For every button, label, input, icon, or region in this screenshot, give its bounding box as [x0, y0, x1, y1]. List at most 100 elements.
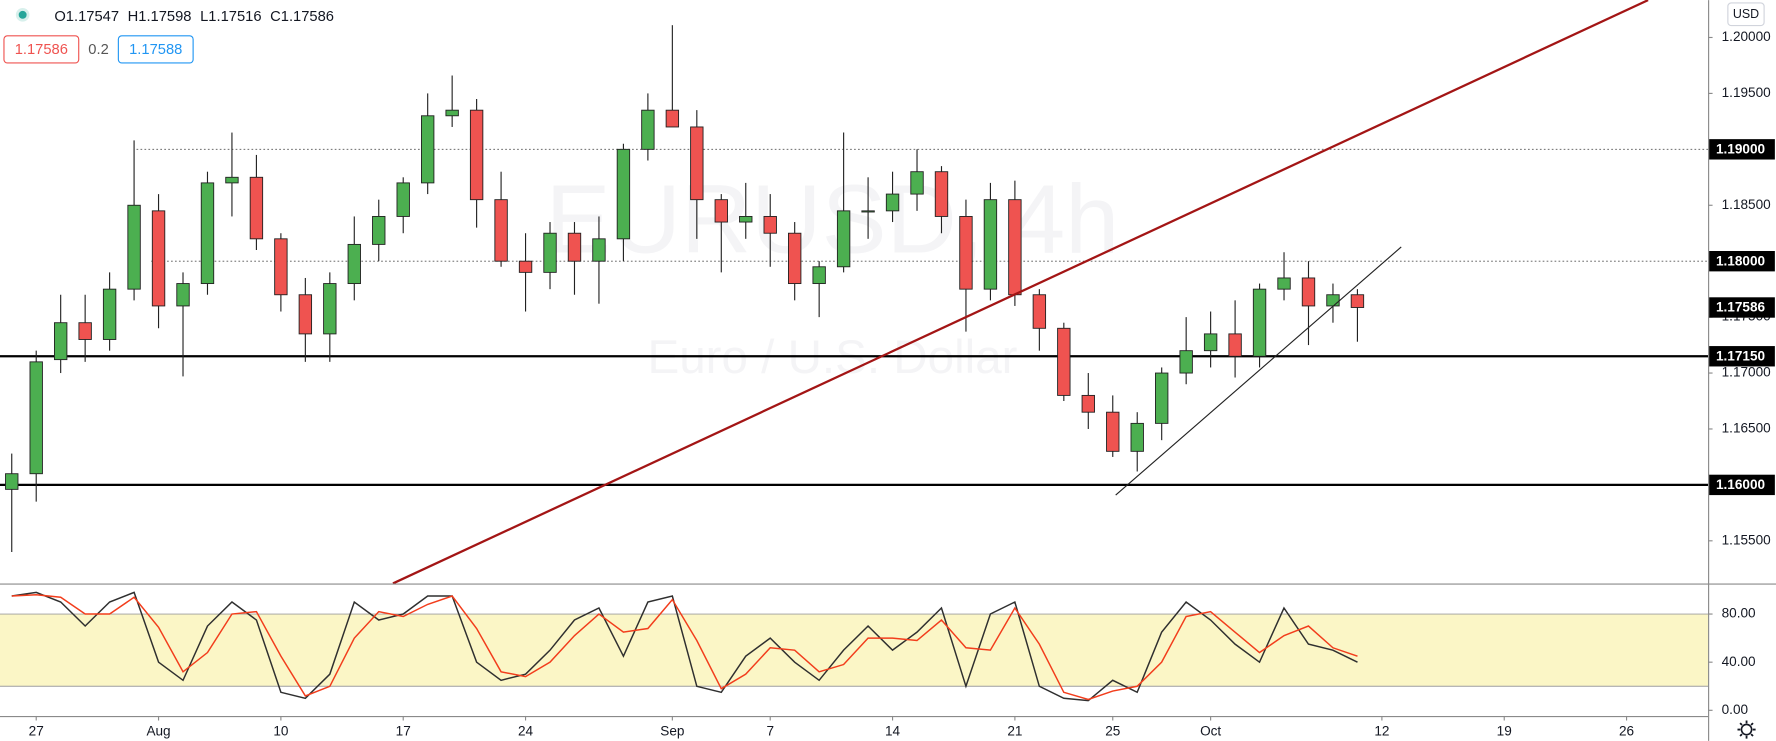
ohlc-high: H1.17598: [128, 9, 192, 25]
candle-body: [983, 199, 998, 290]
gear-ring[interactable]: [1740, 723, 1753, 736]
candle-body: [763, 215, 777, 234]
watermark-symbol: EURUSD, 4h: [546, 164, 1120, 273]
buy-box[interactable]: [117, 35, 194, 64]
stoch-line: [11, 594, 1358, 701]
trendline: [1115, 246, 1402, 496]
level-label: 1.18000: [1716, 253, 1765, 268]
x-tick-label: 14: [885, 723, 901, 738]
candle-body: [421, 115, 435, 184]
settings-icon[interactable]: [1737, 720, 1756, 739]
y-tick-label: 1.20000: [1722, 29, 1772, 44]
trendline: [392, 0, 1649, 585]
candle-body: [1179, 350, 1193, 374]
x-tick-label: 19: [1497, 723, 1512, 738]
x-tick-label: Sep: [660, 723, 684, 738]
last-price-box: [1709, 297, 1775, 318]
x-tick-label: Aug: [146, 723, 170, 738]
currency-box[interactable]: [1727, 2, 1765, 27]
ohlc-legend: O1.17547 H1.17598 L1.17516 C1.17586: [54, 9, 334, 25]
y-tick-label: 1.15500: [1722, 532, 1772, 547]
candle-body: [1228, 333, 1242, 357]
sell-price[interactable]: 1.17586: [15, 42, 68, 58]
ohlc-open: O1.17547: [54, 9, 119, 25]
candle-body: [347, 243, 361, 285]
candle-body: [176, 283, 190, 307]
candle-body: [592, 238, 606, 262]
candle-body: [714, 199, 728, 223]
candle-body: [494, 199, 508, 262]
currency-control[interactable]: USD: [1727, 2, 1765, 27]
candle-body: [959, 215, 973, 290]
plot-area: [0, 0, 1709, 702]
candle-body: [372, 215, 386, 245]
candle-body: [910, 171, 924, 195]
currency-label[interactable]: USD: [1733, 7, 1759, 21]
candle-body: [543, 232, 557, 273]
candle-body: [1032, 294, 1047, 329]
y-tick-label: 1.16500: [1722, 421, 1772, 436]
stoch-band: [0, 614, 1709, 687]
candle-body: [1301, 277, 1316, 307]
candle-body: [53, 322, 68, 361]
stoch-line: [11, 591, 1358, 702]
candle-body: [274, 238, 288, 296]
candle-body: [151, 210, 166, 307]
candle-body: [665, 109, 680, 128]
level-label: 1.19000: [1716, 141, 1765, 156]
candle-body: [861, 210, 875, 213]
header: O1.17547 H1.17598 L1.17516 C1.17586 1.17…: [3, 8, 334, 64]
candle-body: [739, 215, 753, 223]
stoch-y-tick-label: 80.00: [1722, 606, 1756, 621]
last-price-label: 1.17586: [1716, 300, 1766, 315]
candle-body: [127, 204, 141, 290]
candle-body: [616, 148, 631, 240]
sell-box[interactable]: [3, 35, 80, 64]
candle-body: [518, 260, 533, 273]
candle-body: [1130, 422, 1144, 452]
x-tick-label: Oct: [1200, 723, 1221, 738]
x-tick-label: 10: [273, 723, 289, 738]
x-tick-label: 25: [1105, 723, 1120, 738]
candle-body: [641, 109, 655, 150]
x-tick-label: 12: [1374, 723, 1389, 738]
stoch-y-tick-label: 0.00: [1722, 702, 1749, 717]
x-tick-label: 21: [1007, 723, 1022, 738]
buy-price[interactable]: 1.17588: [129, 42, 182, 58]
candle-body: [225, 176, 239, 184]
candle-body: [1106, 411, 1120, 452]
candle-body: [934, 171, 949, 217]
candle-body: [249, 176, 264, 240]
candle-body: [1008, 199, 1022, 296]
level-box: [1709, 250, 1775, 272]
candle-body: [1326, 294, 1340, 307]
x-tick-label: 24: [518, 723, 534, 738]
ohlc-close: C1.17586: [270, 9, 334, 25]
candle-body: [102, 288, 117, 340]
candle-body: [1081, 394, 1095, 413]
candle-body: [1277, 277, 1291, 290]
ohlc-low: L1.17516: [200, 9, 261, 25]
candle-body: [836, 210, 851, 268]
candle-body: [396, 182, 410, 217]
level-label: 1.17150: [1716, 348, 1765, 363]
status-dot: [18, 10, 27, 19]
y-tick-label: 1.18500: [1722, 197, 1772, 212]
candle-body: [1252, 288, 1267, 357]
y-tick-label: 1.17000: [1722, 365, 1772, 380]
y-tick-label: 1.19500: [1722, 85, 1772, 100]
candle-body: [29, 361, 43, 475]
candle-body: [200, 182, 215, 285]
x-tick-label: 27: [29, 723, 44, 738]
level-box: [1709, 474, 1775, 496]
level-box: [1709, 139, 1775, 160]
stoch-y-tick-label: 40.00: [1722, 654, 1756, 669]
x-tick-label: 7: [766, 723, 774, 738]
gear-teeth[interactable]: [1737, 720, 1756, 739]
candle-body: [788, 232, 802, 285]
candle-body: [1350, 294, 1365, 308]
candle-body: [445, 109, 459, 117]
spread: 0.2: [88, 42, 108, 58]
